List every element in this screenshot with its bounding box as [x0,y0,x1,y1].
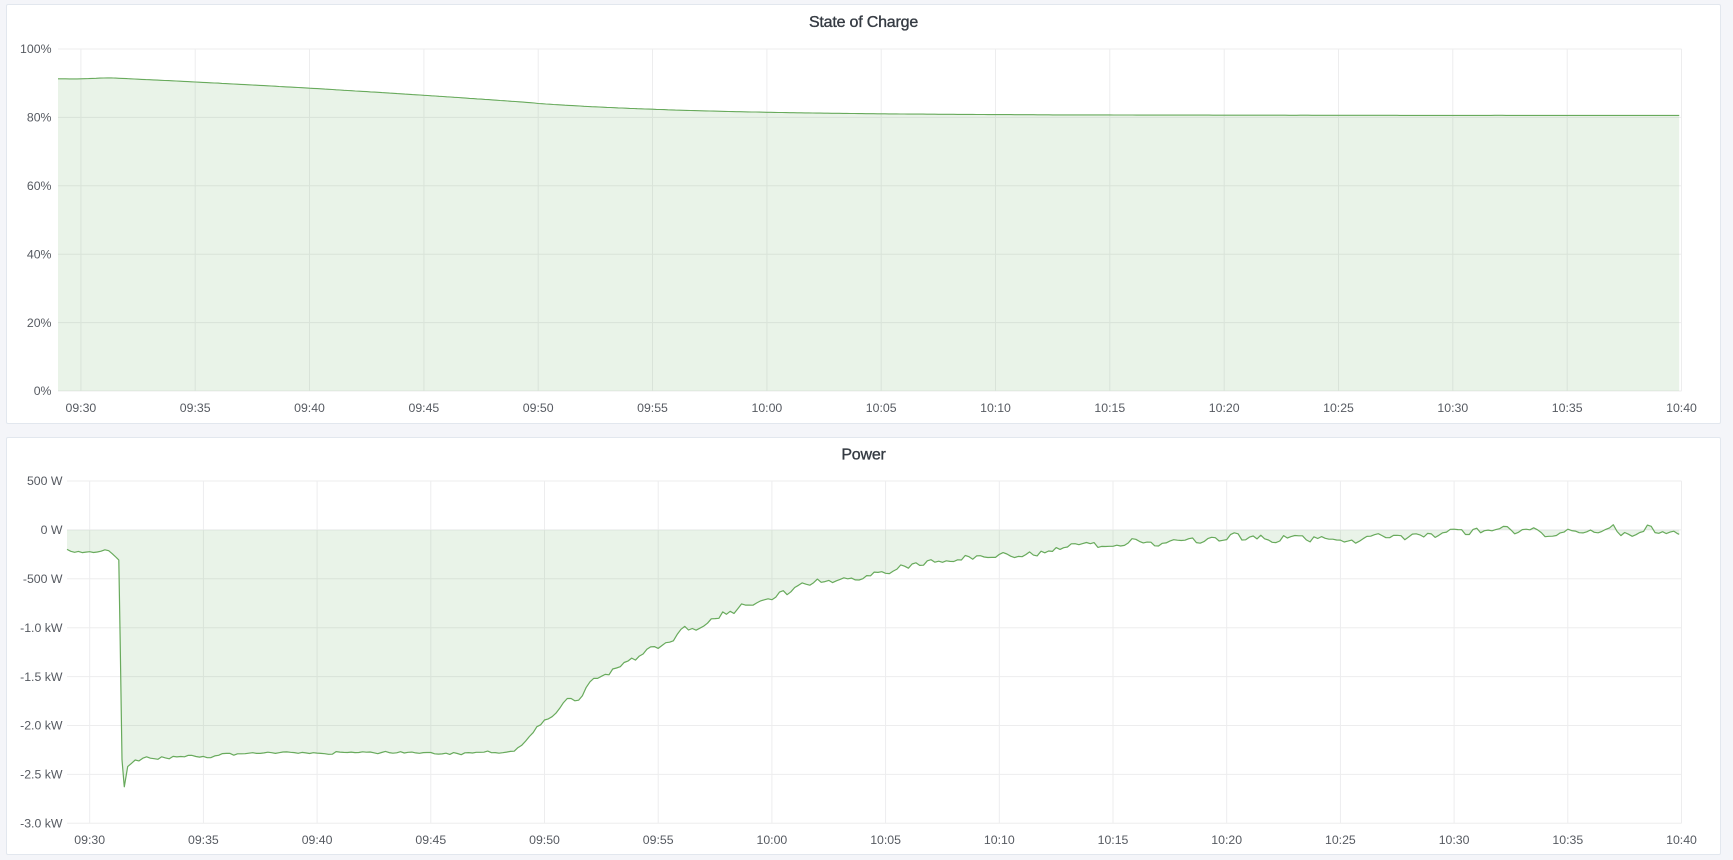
svg-text:09:45: 09:45 [409,401,440,415]
svg-text:10:20: 10:20 [1209,401,1240,415]
svg-text:10:10: 10:10 [980,401,1011,415]
svg-text:-500 W: -500 W [23,572,63,586]
svg-text:09:55: 09:55 [637,401,668,415]
svg-text:10:30: 10:30 [1437,401,1468,415]
svg-text:10:15: 10:15 [1094,401,1125,415]
svg-text:10:40: 10:40 [1666,833,1697,847]
svg-text:10:00: 10:00 [752,401,783,415]
svg-text:10:40: 10:40 [1666,401,1697,415]
svg-text:80%: 80% [27,111,52,125]
svg-text:0%: 0% [34,384,52,398]
svg-text:-1.0 kW: -1.0 kW [20,620,63,634]
svg-text:09:40: 09:40 [302,833,333,847]
svg-text:10:35: 10:35 [1552,833,1583,847]
svg-text:09:55: 09:55 [643,833,674,847]
svg-text:10:00: 10:00 [757,833,788,847]
svg-text:09:50: 09:50 [529,833,560,847]
svg-text:0 W: 0 W [41,523,63,537]
svg-text:-2.5 kW: -2.5 kW [20,767,63,781]
svg-text:10:35: 10:35 [1552,401,1583,415]
svg-text:09:35: 09:35 [188,833,219,847]
svg-text:09:35: 09:35 [180,401,211,415]
svg-text:-2.0 kW: -2.0 kW [20,718,63,732]
svg-text:-1.5 kW: -1.5 kW [20,669,63,683]
svg-text:09:30: 09:30 [74,833,105,847]
svg-text:10:30: 10:30 [1439,833,1470,847]
svg-text:10:10: 10:10 [984,833,1015,847]
svg-text:10:25: 10:25 [1323,401,1354,415]
svg-text:500 W: 500 W [27,474,63,488]
svg-text:09:30: 09:30 [66,401,97,415]
svg-text:10:25: 10:25 [1325,833,1356,847]
svg-text:09:50: 09:50 [523,401,554,415]
svg-text:10:05: 10:05 [866,401,897,415]
svg-text:-3.0 kW: -3.0 kW [20,816,63,830]
svg-text:10:05: 10:05 [870,833,901,847]
svg-text:State of Charge: State of Charge [809,14,918,31]
svg-text:40%: 40% [27,247,52,261]
svg-text:10:15: 10:15 [1098,833,1129,847]
svg-text:Power: Power [841,446,886,463]
svg-text:20%: 20% [27,316,52,330]
svg-text:10:20: 10:20 [1211,833,1242,847]
svg-text:09:40: 09:40 [294,401,325,415]
svg-text:100%: 100% [20,42,52,56]
svg-text:60%: 60% [27,179,52,193]
svg-text:09:45: 09:45 [415,833,446,847]
